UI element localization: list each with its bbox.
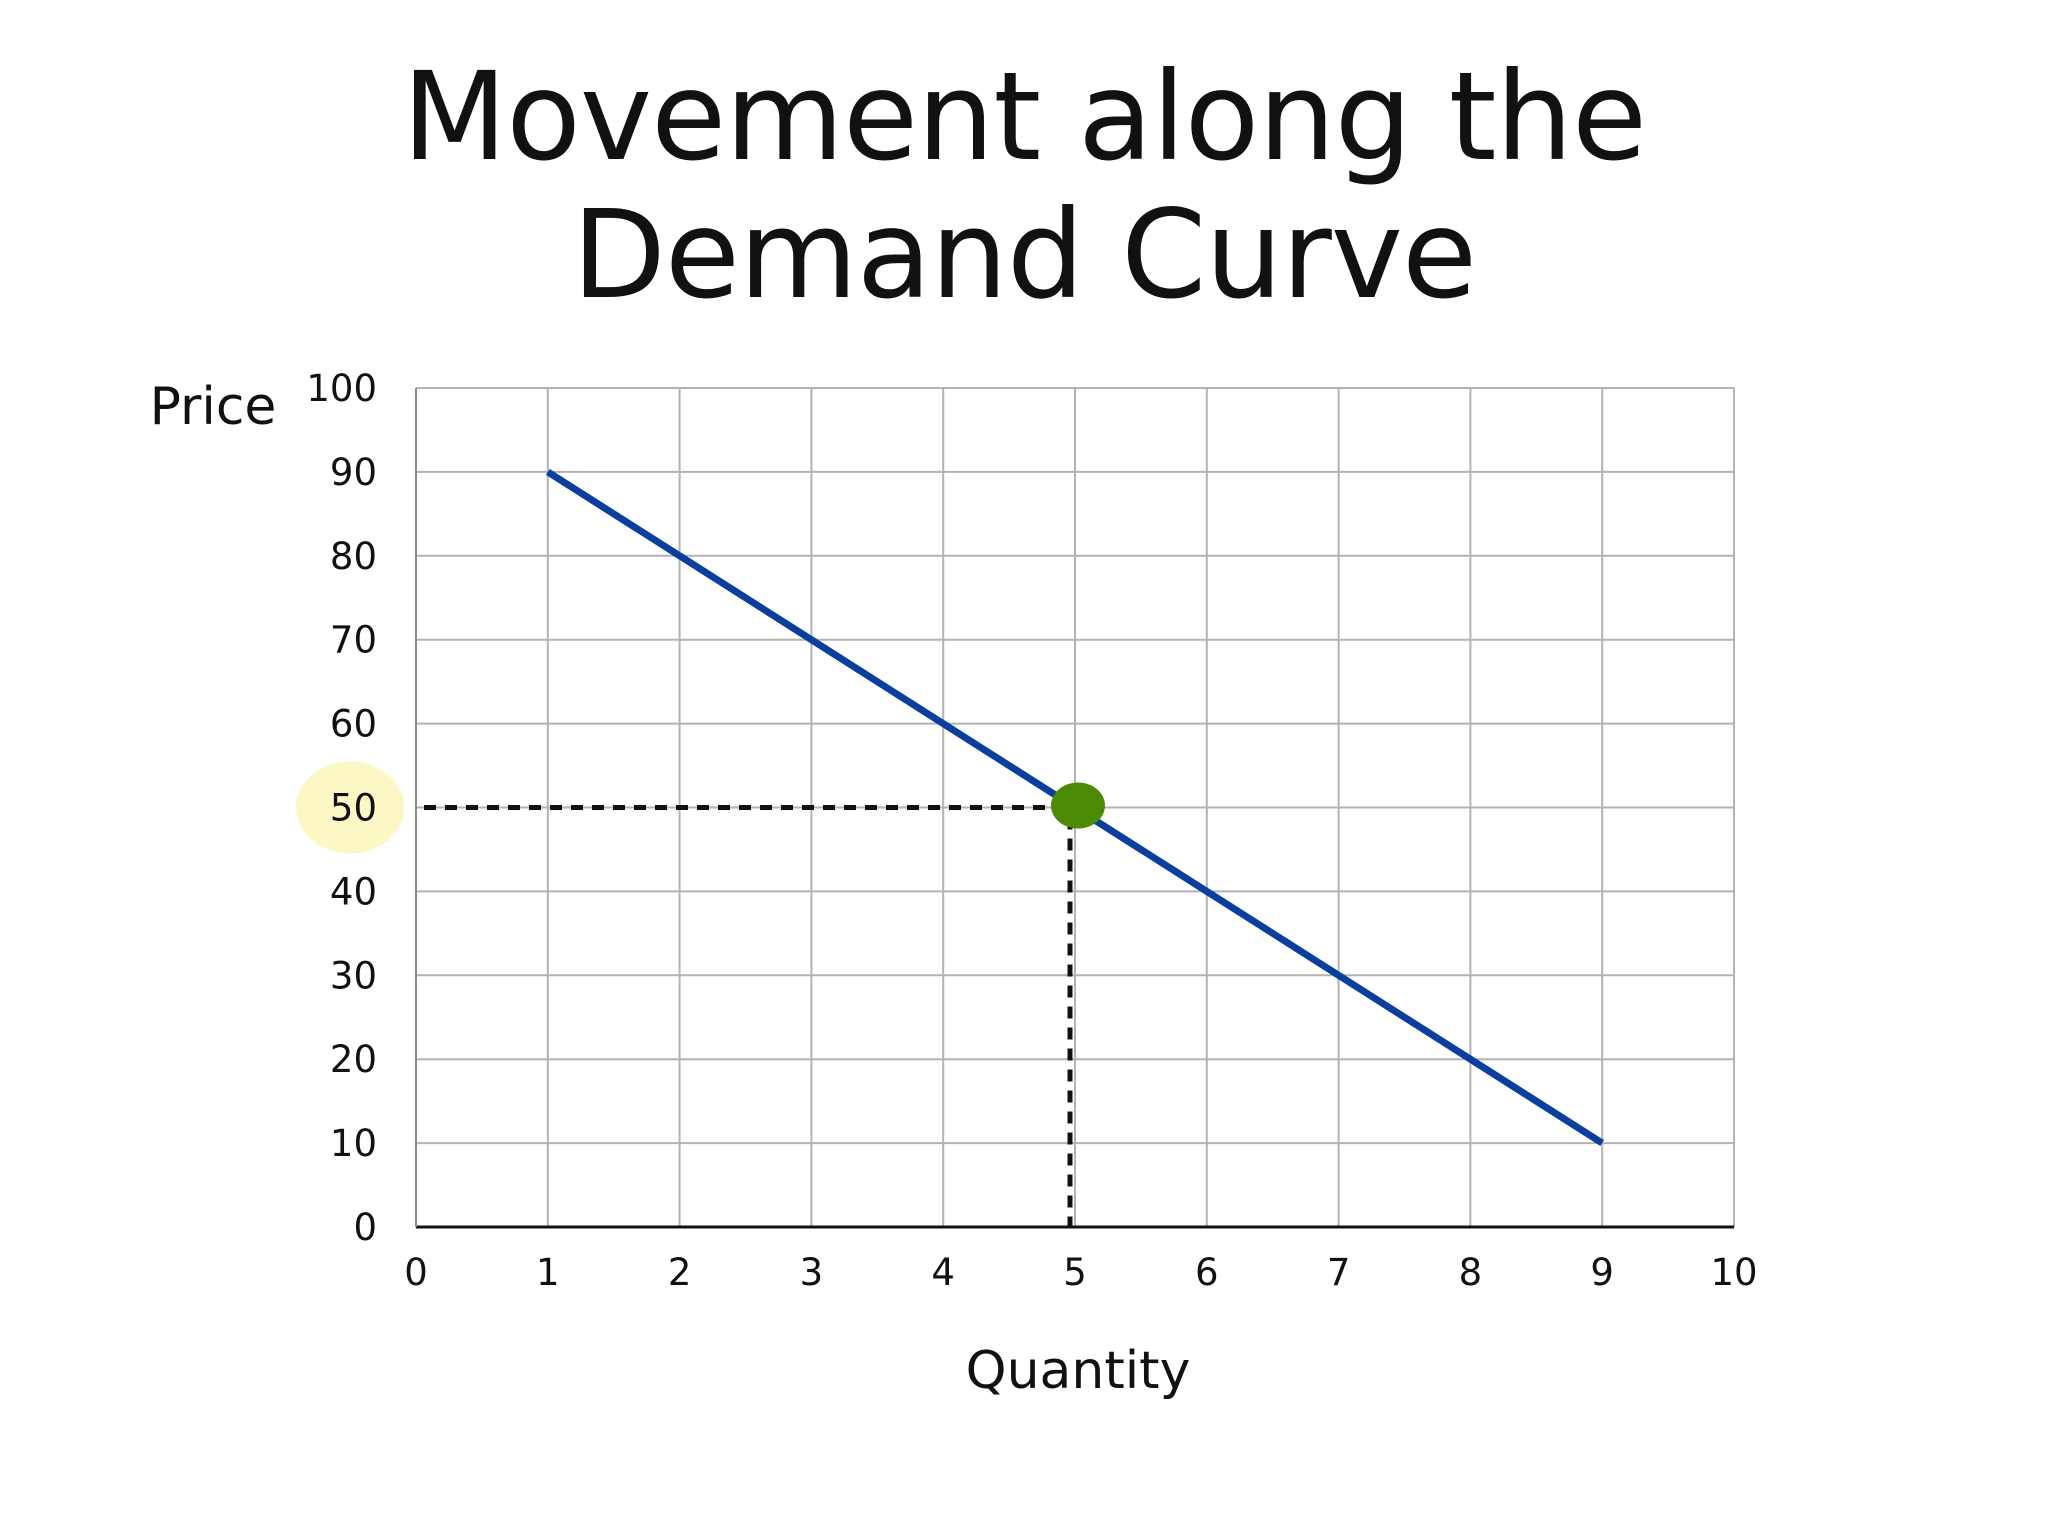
x-tick-label-6: 6: [1195, 1251, 1219, 1294]
x-tick-label-3: 3: [800, 1251, 824, 1294]
y-tick-label-10: 10: [330, 1122, 377, 1165]
x-tick-label-10: 10: [1710, 1251, 1757, 1294]
axes-layer: [415, 388, 1734, 1229]
y-tick-label-100: 100: [306, 367, 377, 410]
y-tick-label-30: 30: [330, 954, 377, 997]
x-tick-label-0: 0: [404, 1251, 428, 1294]
x-tick-label-2: 2: [668, 1251, 692, 1294]
y-tick-label-50: 50: [330, 787, 377, 830]
slide-title: Movement along the Demand Curve: [0, 48, 2048, 324]
x-tick-label-7: 7: [1327, 1251, 1351, 1294]
slide-title-line-2: Demand Curve: [571, 184, 1477, 326]
y-tick-label-0: 0: [353, 1206, 377, 1249]
x-tick-label-8: 8: [1459, 1251, 1483, 1294]
y-tick-highlight: [296, 761, 404, 854]
y-axis-label: Price: [150, 377, 277, 437]
y-tick-label-60: 60: [330, 703, 377, 746]
x-tick-label-4: 4: [931, 1251, 955, 1294]
x-axis-label: Quantity: [966, 1341, 1191, 1401]
x-tick-label-1: 1: [536, 1251, 560, 1294]
y-tick-label-40: 40: [330, 870, 377, 913]
y-tick-label-90: 90: [330, 451, 377, 494]
x-tick-label-9: 9: [1590, 1251, 1614, 1294]
y-tick-label-70: 70: [330, 619, 377, 662]
x-tick-label-5: 5: [1063, 1251, 1087, 1294]
y-tick-label-20: 20: [330, 1038, 377, 1081]
point-layer: [1051, 782, 1105, 829]
slide-title-line-1: Movement along the: [401, 46, 1647, 188]
guide-layer: [424, 805, 1073, 1227]
tick-highlight-layer: [296, 761, 404, 854]
y-tick-label-80: 80: [330, 535, 377, 578]
equilibrium-point: [1051, 782, 1105, 829]
